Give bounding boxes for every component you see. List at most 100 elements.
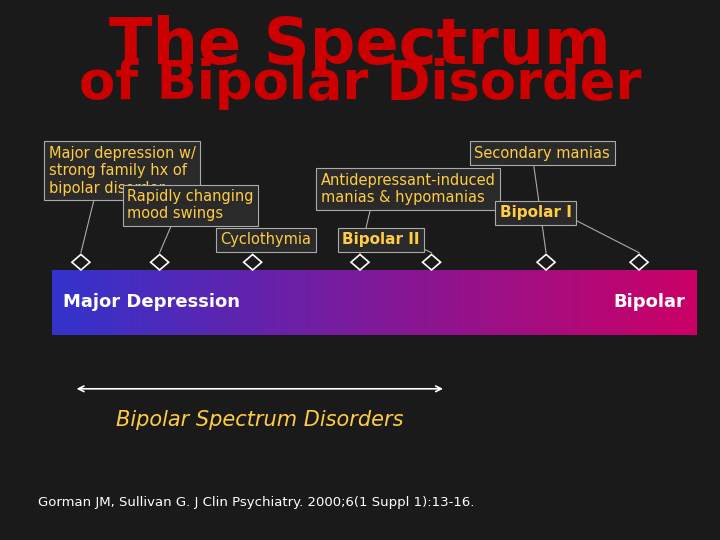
Bar [505, 270, 508, 335]
Bar [78, 270, 81, 335]
Bar [125, 270, 128, 335]
Bar [632, 270, 635, 335]
Bar [672, 270, 675, 335]
Bar [690, 270, 693, 335]
Bar [67, 270, 70, 335]
Bar [436, 270, 439, 335]
Bar [357, 270, 360, 335]
Bar [529, 270, 532, 335]
Bar [295, 270, 298, 335]
Bar [353, 270, 356, 335]
Bar [458, 270, 461, 335]
Bar [153, 270, 156, 335]
Bar [267, 270, 270, 335]
Bar [563, 270, 566, 335]
Bar [636, 270, 639, 335]
Bar [488, 270, 491, 335]
Bar [254, 270, 257, 335]
Text: Gorman JM, Sullivan G. J Clin Psychiatry. 2000;6(1 Suppl 1):13-16.: Gorman JM, Sullivan G. J Clin Psychiatry… [38, 496, 474, 509]
Bar [198, 270, 201, 335]
Bar [613, 270, 616, 335]
Bar [346, 270, 349, 335]
Text: Bipolar Spectrum Disorders: Bipolar Spectrum Disorders [116, 410, 404, 430]
Bar [73, 270, 76, 335]
Bar [454, 270, 456, 335]
Bar [381, 270, 384, 335]
Bar [567, 270, 570, 335]
Text: Bipolar II: Bipolar II [342, 232, 420, 247]
Text: Major depression w/
strong family hx of
bipolar disorder: Major depression w/ strong family hx of … [49, 146, 196, 195]
Bar [61, 270, 64, 335]
Bar [145, 270, 148, 335]
Bar [97, 270, 100, 335]
Bar [456, 270, 459, 335]
Bar [156, 270, 158, 335]
Bar [202, 270, 205, 335]
Bar [606, 270, 609, 335]
Bar [147, 270, 150, 335]
Bar [534, 270, 536, 335]
Bar [140, 270, 143, 335]
Bar [114, 270, 117, 335]
Bar [63, 270, 66, 335]
Bar [387, 270, 390, 335]
Bar [316, 270, 319, 335]
Bar [204, 270, 207, 335]
Bar [521, 270, 523, 335]
Bar [160, 270, 163, 335]
Bar [415, 270, 418, 335]
Bar [110, 270, 113, 335]
Bar [379, 270, 382, 335]
Bar [168, 270, 171, 335]
Bar [66, 270, 68, 335]
Bar [233, 270, 235, 335]
Bar [432, 270, 435, 335]
Bar [69, 270, 72, 335]
Bar [591, 270, 594, 335]
Bar [192, 270, 194, 335]
Bar [595, 270, 598, 335]
Bar [89, 270, 91, 335]
Bar [196, 270, 199, 335]
Bar [445, 270, 448, 335]
Bar [426, 270, 428, 335]
Bar [256, 270, 259, 335]
Bar [608, 270, 611, 335]
Bar [194, 270, 197, 335]
Bar [263, 270, 266, 335]
Bar [112, 270, 115, 335]
Bar [53, 270, 55, 335]
Bar [278, 270, 281, 335]
Bar [366, 270, 369, 335]
Bar [340, 270, 343, 335]
Bar [252, 270, 255, 335]
Bar [434, 270, 437, 335]
Bar [477, 270, 480, 335]
Bar [323, 270, 325, 335]
Bar [649, 270, 652, 335]
Bar [134, 270, 137, 335]
Bar [570, 270, 572, 335]
Bar [189, 270, 192, 335]
Bar [677, 270, 680, 335]
Bar [215, 270, 218, 335]
Bar [276, 270, 279, 335]
Bar [320, 270, 323, 335]
Bar [499, 270, 502, 335]
Bar [138, 270, 141, 335]
Bar [95, 270, 98, 335]
Bar [589, 270, 592, 335]
Bar [641, 270, 644, 335]
Bar [222, 270, 225, 335]
Text: Major Depression: Major Depression [63, 293, 240, 312]
Bar [692, 270, 695, 335]
Bar [372, 270, 375, 335]
Bar [93, 270, 96, 335]
Bar [574, 270, 577, 335]
Bar [336, 270, 338, 335]
Bar [84, 270, 87, 335]
Bar [348, 270, 351, 335]
Bar [544, 270, 546, 335]
Bar [123, 270, 126, 335]
Bar [187, 270, 190, 335]
